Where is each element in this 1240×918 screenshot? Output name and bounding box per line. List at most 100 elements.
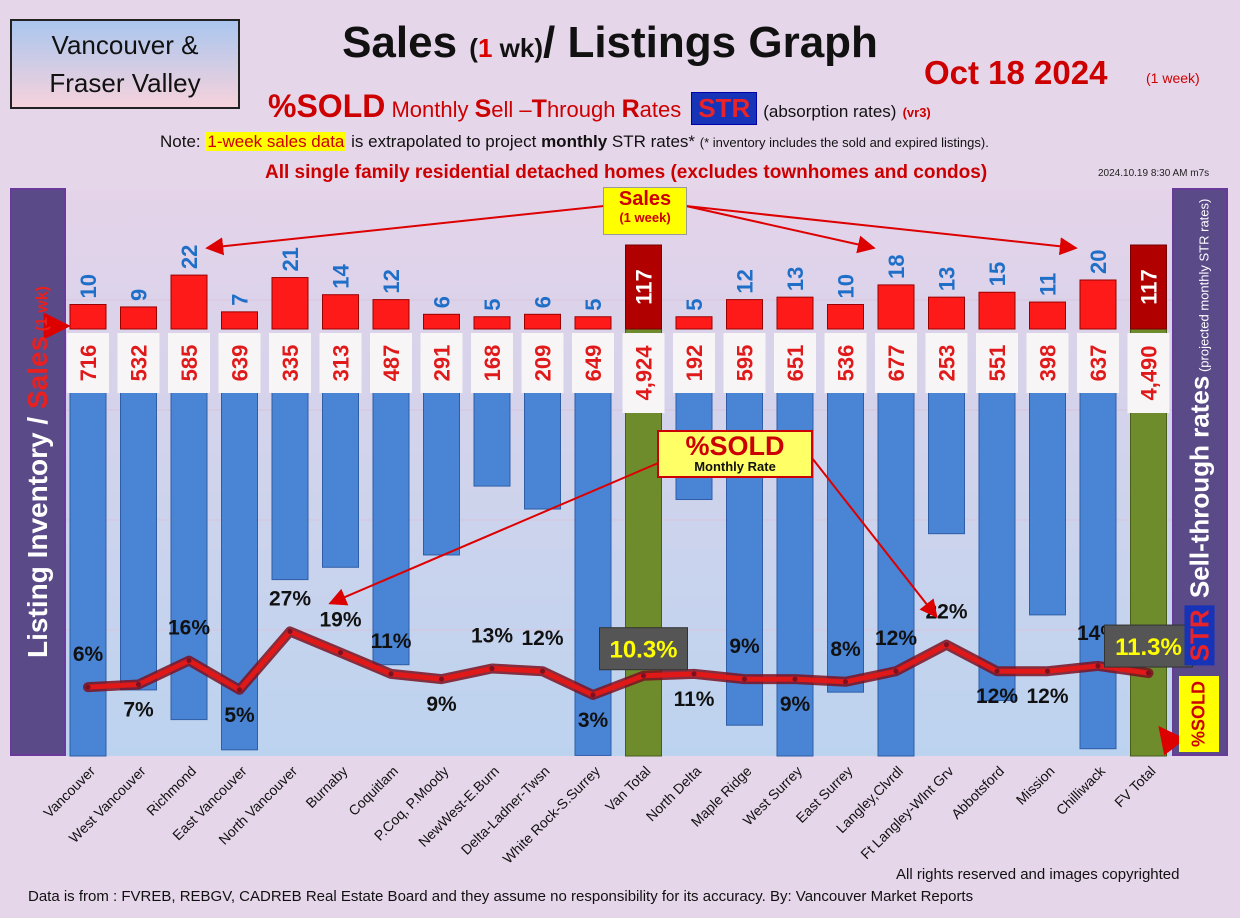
str-point (388, 671, 394, 677)
sales-bar (524, 313, 561, 330)
str-label: 11% (674, 688, 715, 711)
str-label: 19% (319, 609, 361, 632)
inventory-label: 649 (581, 345, 606, 382)
inventory-label: 639 (228, 345, 253, 382)
inventory-label: 487 (379, 345, 404, 382)
category-label: Chilliwack (1053, 762, 1109, 818)
category-label: Ft Langley-Wlnt Grv (857, 763, 956, 862)
inventory-label: 192 (682, 345, 707, 382)
sales-bar (1130, 244, 1167, 330)
sales-bar (726, 299, 763, 330)
inventory-bar (221, 391, 258, 751)
str-label: 27% (269, 587, 311, 610)
sales-callout-arrow (685, 205, 876, 254)
right-fv-pointer (1158, 725, 1186, 756)
sales-callout: Sales (1 week) (603, 187, 687, 235)
inventory-label-box (1077, 333, 1119, 393)
sales-bar (827, 304, 864, 330)
sales-label: 15 (985, 262, 1010, 286)
str-point (691, 671, 697, 677)
sales-label: 20 (1086, 250, 1111, 274)
left-axis-label: Listing Inventory / Sales (1 wk) (22, 286, 54, 658)
inventory-label-box (319, 333, 362, 393)
str-total-box (1104, 624, 1193, 668)
left-axis-panel (10, 188, 66, 756)
left-axis-inventory: Listing Inventory (22, 424, 53, 658)
inventory-label: 335 (278, 345, 303, 382)
category-label: Delta-Ladner-Twsn (458, 763, 553, 858)
sales-bar (271, 277, 309, 330)
inventory-label: 532 (127, 345, 152, 382)
inventory-label: 536 (834, 345, 859, 382)
subtitle-pct-sold: %SOLD (268, 88, 386, 124)
inventory-label: 209 (531, 345, 556, 382)
sold-callout-arrow (811, 457, 938, 619)
sales-label: 11 (1036, 273, 1061, 296)
sales-bar (1079, 279, 1117, 330)
extrapolation-note: Note: 1-week sales data is extrapolated … (160, 132, 989, 152)
sales-label: 10 (834, 274, 859, 298)
inventory-bar (928, 391, 965, 535)
inventory-label: 398 (1036, 345, 1061, 382)
inventory-bar (978, 391, 1016, 702)
str-label: 11% (371, 630, 412, 653)
sold-callout-subtitle: Monthly Rate (694, 459, 776, 474)
str-label: 5% (224, 704, 255, 727)
sales-bar (221, 311, 258, 330)
str-point (792, 676, 798, 682)
sales-bar (877, 284, 915, 330)
sales-bar (574, 316, 612, 330)
str-point (85, 684, 91, 690)
inventory-bar (322, 391, 359, 568)
str-point (1146, 670, 1151, 676)
category-label: White Rock-S.Surrey (499, 763, 603, 867)
sales-label: 21 (278, 247, 303, 271)
right-axis-str: STR (1184, 605, 1215, 666)
title-one: 1 (477, 33, 493, 63)
str-label: 3% (578, 709, 609, 732)
str-total-box (599, 627, 688, 671)
subtitle-s: S (474, 95, 492, 123)
inventory-bar (271, 391, 309, 581)
str-label: 9% (426, 693, 457, 716)
category-label: Burnaby (302, 763, 350, 811)
note-prefix: Note: (160, 132, 206, 151)
region-line-1: Vancouver & (51, 30, 199, 60)
inventory-bar (1079, 391, 1117, 750)
str-point (136, 681, 141, 687)
str-point (237, 687, 242, 693)
inventory-bar (827, 391, 864, 693)
sales-label: 10 (76, 274, 101, 298)
right-axis-title: Sell-through rates (1184, 375, 1215, 606)
inventory-label: 253 (935, 345, 960, 382)
category-label: Van Total (602, 763, 654, 815)
left-axis-sales: Sales (22, 335, 53, 417)
version-tag: (vr3) (902, 105, 931, 120)
sales-bar (978, 291, 1016, 330)
sales-label: 7 (228, 294, 253, 306)
sales-label: 9 (127, 289, 152, 301)
note-highlight: 1-week sales data (205, 132, 347, 151)
region-line-2: Fraser Valley (49, 68, 201, 98)
category-label: Abbotsford (948, 763, 1007, 822)
inventory-label-box (67, 333, 109, 393)
inventory-label: 677 (884, 345, 909, 382)
sales-bar (372, 299, 410, 330)
category-label: FV Total (1111, 763, 1158, 810)
sales-callout-arrow (205, 205, 605, 256)
inventory-label: 595 (733, 345, 758, 382)
inventory-label: 168 (480, 345, 505, 382)
sales-label: 13 (935, 267, 960, 291)
str-label: 12% (875, 627, 917, 650)
sales-label: 5 (581, 299, 606, 311)
note-small: (* inventory includes the sold and expir… (699, 135, 989, 150)
copyright-note: All rights reserved and images copyright… (896, 866, 1180, 883)
sales-label: 12 (733, 269, 758, 293)
str-point (1045, 668, 1050, 674)
inventory-label: 551 (985, 345, 1010, 382)
str-badge: STR (691, 92, 758, 125)
sales-label: 5 (682, 299, 707, 311)
title-listings: / Listings Graph (543, 18, 878, 67)
str-label: 9% (780, 693, 811, 716)
